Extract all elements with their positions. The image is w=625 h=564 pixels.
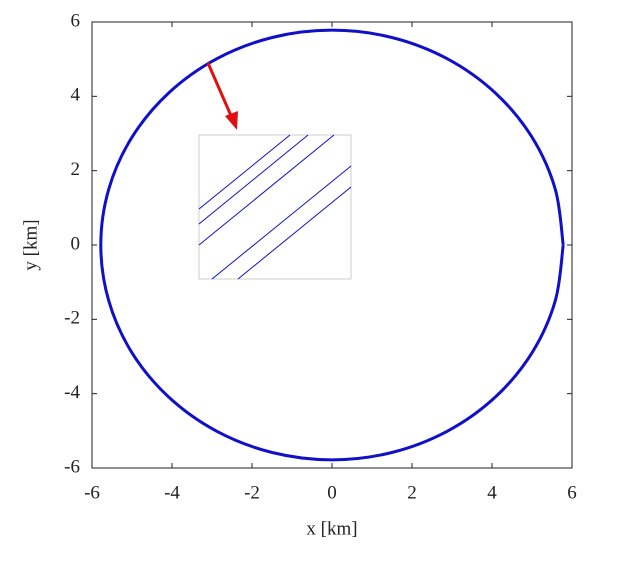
y-tick-label: -4	[64, 382, 80, 403]
x-tick-label: 4	[487, 482, 497, 503]
y-tick-label: 4	[71, 85, 81, 106]
inset-line	[198, 134, 291, 210]
x-tick-label: -6	[84, 482, 100, 503]
x-tick-label: -4	[164, 482, 180, 503]
arrow-shaft	[206, 62, 234, 119]
orbit-line	[99, 28, 565, 462]
y-tick-label: 0	[71, 233, 81, 254]
inset-line	[237, 186, 352, 280]
inset-box	[198, 134, 352, 280]
inset-line	[198, 134, 309, 225]
inset-lines	[198, 134, 352, 280]
y-tick-label: 6	[71, 10, 81, 31]
y-tick-label: 2	[71, 159, 81, 180]
x-tick-label: 2	[407, 482, 417, 503]
x-tick-label: 6	[567, 482, 577, 503]
inset-line	[211, 165, 352, 280]
inset-line	[198, 134, 335, 246]
arrow	[206, 62, 238, 130]
x-tick-label: 0	[327, 482, 337, 503]
y-axis-label: y [km]	[20, 219, 41, 270]
x-axis-label: x [km]	[306, 518, 357, 539]
x-tick-label: -2	[244, 482, 260, 503]
y-tick-label: -6	[64, 456, 80, 477]
arrow-head	[225, 111, 238, 130]
inset	[198, 134, 352, 280]
y-tick-label: -2	[64, 308, 80, 329]
